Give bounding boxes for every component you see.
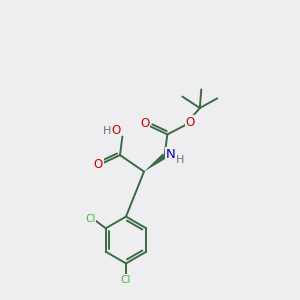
Polygon shape bbox=[144, 154, 166, 172]
Text: H: H bbox=[103, 125, 112, 136]
Text: O: O bbox=[141, 117, 150, 130]
Text: N: N bbox=[166, 148, 175, 161]
Text: Cl: Cl bbox=[85, 214, 95, 224]
Text: O: O bbox=[94, 158, 103, 171]
Text: H: H bbox=[176, 154, 184, 165]
Text: O: O bbox=[185, 116, 194, 129]
Text: Cl: Cl bbox=[121, 275, 131, 285]
Text: O: O bbox=[111, 124, 120, 137]
